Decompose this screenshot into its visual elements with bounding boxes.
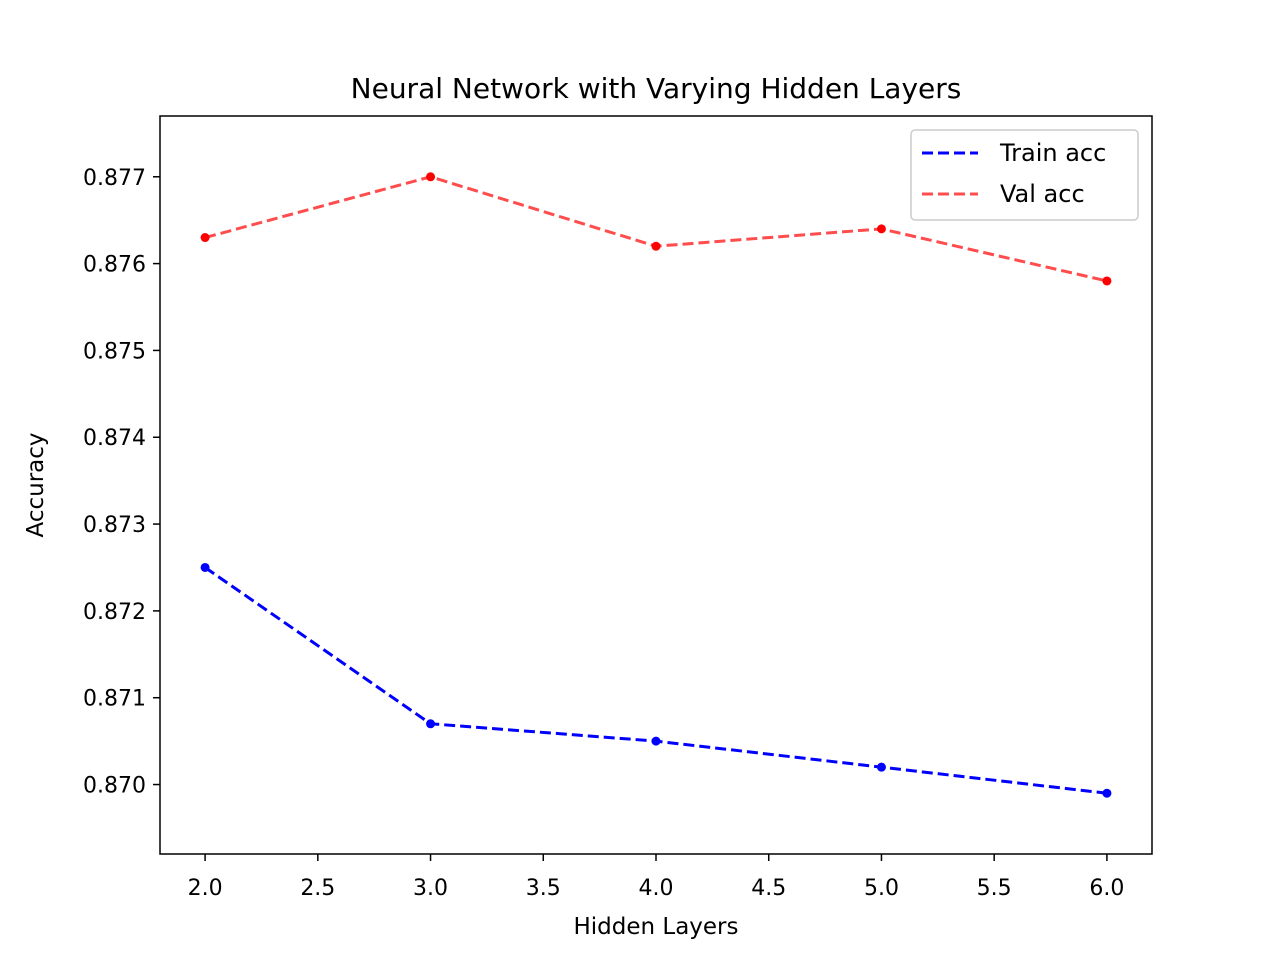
data-point [876, 762, 886, 772]
x-tick-label: 3.5 [526, 876, 561, 901]
chart-title: Neural Network with Varying Hidden Layer… [351, 72, 962, 105]
x-axis-ticks: 2.0 2.5 3.0 3.5 4.0 4.5 5.0 5.5 6.0 [188, 854, 1124, 901]
series-layer [200, 172, 1112, 798]
x-tick-label: 3.0 [413, 876, 448, 901]
plot-frame [159, 115, 1153, 855]
x-tick-label: 2.5 [300, 876, 335, 901]
data-point [876, 224, 886, 234]
data-point [200, 562, 210, 572]
legend: Train acc Val acc [910, 129, 1139, 221]
legend-label: Val acc [1000, 180, 1085, 208]
x-tick-label: 2.0 [188, 876, 223, 901]
y-tick-label: 0.874 [83, 426, 146, 451]
data-point [1102, 276, 1112, 286]
x-tick-label: 4.5 [751, 876, 786, 901]
y-tick-label: 0.875 [83, 339, 146, 364]
data-point [651, 736, 661, 746]
y-tick-label: 0.873 [83, 513, 146, 538]
data-point [426, 172, 436, 182]
x-axis-label: Hidden Layers [573, 914, 738, 940]
x-tick-label: 4.0 [639, 876, 674, 901]
y-axis-ticks: 0.870 0.871 0.872 0.873 0.874 0.875 0.876 0.877 [83, 166, 160, 799]
data-point [1102, 788, 1112, 798]
x-tick-label: 6.0 [1089, 876, 1124, 901]
legend-label: Train acc [999, 139, 1106, 167]
y-tick-label: 0.876 [83, 253, 146, 278]
y-tick-label: 0.877 [83, 166, 146, 191]
y-tick-label: 0.872 [83, 600, 146, 625]
legend-box [910, 129, 1139, 221]
data-point [200, 233, 210, 243]
y-tick-label: 0.871 [83, 687, 146, 712]
y-tick-label: 0.870 [83, 774, 146, 799]
series-line [204, 566, 1108, 795]
x-tick-label: 5.5 [977, 876, 1012, 901]
data-point [651, 241, 661, 251]
x-tick-label: 5.0 [864, 876, 899, 901]
y-axis-label: Accuracy [23, 432, 49, 537]
data-point [426, 719, 436, 729]
